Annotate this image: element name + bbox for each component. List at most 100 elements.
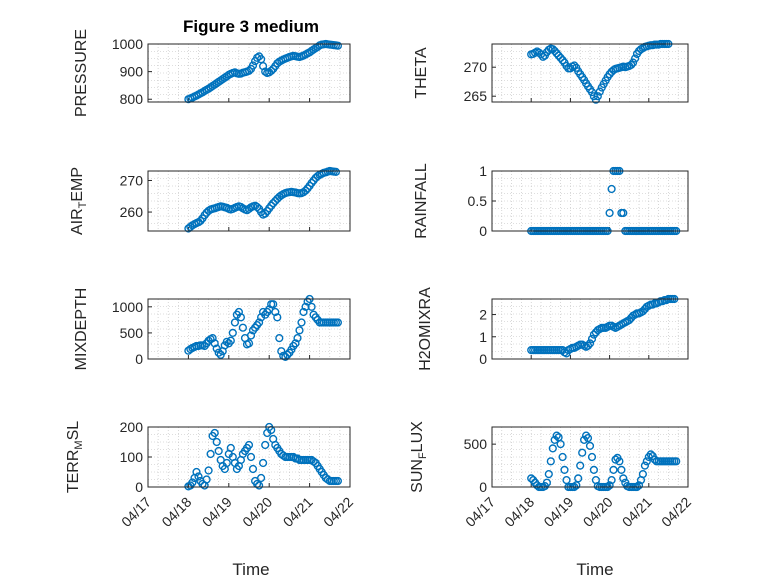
data-point: [574, 474, 583, 483]
y-tick-label: 1000: [112, 299, 143, 315]
x-tick-label: 04/22: [658, 494, 694, 530]
data-point: [261, 67, 270, 76]
data-point: [259, 458, 268, 468]
y-axis-label: MIXDEPTH: [73, 288, 90, 371]
data-point: [222, 458, 231, 468]
data-point: [269, 199, 278, 208]
data-point: [226, 336, 235, 345]
data-point: [587, 87, 597, 97]
data-point: [246, 452, 256, 462]
data-point: [546, 457, 555, 466]
y-tick-label: 500: [464, 436, 488, 452]
data-point: [605, 481, 614, 490]
subplot-theta: 265 270 THETA: [413, 39, 689, 104]
y-axis-label: AIRTEMP: [69, 167, 89, 235]
data-point: [579, 435, 589, 445]
data-point: [257, 313, 266, 322]
x-tick-label: 04/18: [158, 494, 194, 530]
data-point: [634, 481, 644, 490]
data-point: [640, 461, 650, 470]
y-tick-label: 2: [479, 307, 487, 323]
data-point: [607, 184, 616, 194]
data-point: [255, 481, 264, 490]
data-point: [267, 66, 276, 75]
y-tick-label: 200: [120, 419, 144, 435]
data-point: [554, 51, 563, 60]
data-point: [269, 300, 278, 309]
x-axis-label-left: Time: [232, 560, 269, 579]
data-point: [257, 473, 266, 483]
data-point: [583, 434, 593, 443]
data-point: [222, 337, 231, 346]
y-tick-label: 270: [464, 59, 488, 75]
y-tick-label: 260: [120, 204, 144, 220]
data-point: [299, 307, 308, 317]
data-point: [222, 72, 231, 81]
data-point: [248, 464, 258, 474]
x-tick-label: 04/17: [118, 494, 154, 530]
data-point: [585, 339, 595, 348]
data-point: [570, 61, 579, 70]
data-point: [194, 472, 203, 481]
x-tick-label: 04/20: [580, 494, 616, 530]
subplot-rainfall: 0 0.5 1 RAINFALL: [413, 163, 689, 239]
y-axis-label: PRESSURE: [73, 29, 90, 117]
data-point: [619, 474, 628, 483]
y-tick-label: 0: [479, 479, 487, 495]
subplot-h2omixra: 0 1 2 H2OMIXRA: [417, 287, 689, 371]
data-point: [212, 437, 221, 447]
data-point: [273, 313, 282, 322]
data-point: [236, 313, 246, 322]
data-point: [226, 443, 235, 453]
x-tick-label: 04/22: [320, 494, 356, 530]
subplot-pressure: 800 900 1000 PRESSURE: [73, 29, 351, 117]
y-axis-label: RAINFALL: [413, 163, 430, 239]
y-axis-label: THETA: [413, 47, 430, 99]
y-axis-label: SUNFLUX: [409, 421, 429, 493]
axes-box: [491, 43, 689, 103]
data-point: [206, 449, 215, 459]
x-tick-label: 04/19: [540, 494, 576, 530]
data-point: [544, 470, 553, 479]
data-point: [202, 475, 211, 484]
data-point: [301, 302, 310, 311]
y-tick-label: 1000: [112, 36, 143, 52]
axes-box: [147, 298, 351, 360]
data-point: [295, 326, 304, 335]
data-point: [307, 302, 316, 311]
data-point: [283, 350, 292, 359]
data-point: [331, 167, 341, 177]
y-tick-label: 1: [479, 163, 487, 179]
data-point: [619, 208, 628, 218]
data-point: [587, 334, 597, 344]
axes-box: [147, 43, 351, 103]
data-point: [234, 307, 244, 317]
data-point: [617, 465, 626, 475]
data-point: [627, 60, 636, 70]
data-point: [210, 339, 219, 348]
data-point: [542, 478, 552, 487]
y-tick-label: 270: [120, 172, 144, 188]
data-point: [244, 339, 254, 348]
data-point: [672, 457, 681, 466]
data-point: [578, 448, 587, 457]
y-tick-label: 800: [120, 91, 144, 107]
data-point: [261, 440, 270, 450]
y-tick-label: 265: [464, 88, 488, 104]
data-point: [583, 341, 593, 350]
axes-box: [491, 170, 689, 232]
data-point: [204, 466, 213, 475]
data-point: [607, 476, 616, 485]
data-point: [595, 87, 604, 96]
data-point: [556, 53, 565, 63]
data-point: [214, 446, 223, 456]
data-point: [255, 318, 264, 327]
data-point: [585, 441, 595, 451]
y-axis-label: H2OMIXRA: [417, 287, 434, 371]
x-tick-label: 04/18: [501, 494, 537, 530]
data-point: [593, 92, 602, 101]
data-point: [638, 470, 648, 479]
data-point: [301, 186, 310, 195]
subplot-air-temp: 260 270 AIRTEMP: [69, 166, 351, 235]
